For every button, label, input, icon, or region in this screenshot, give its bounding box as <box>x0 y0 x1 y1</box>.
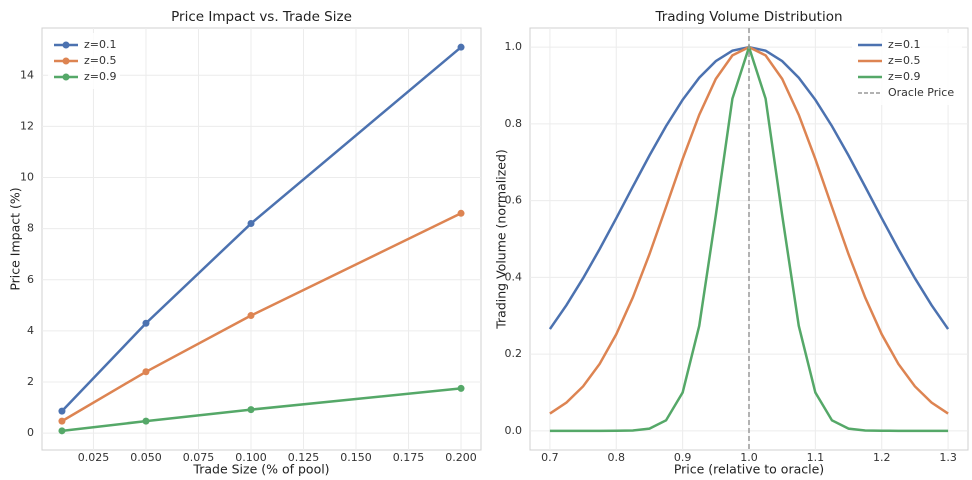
legend-label: z=0.5 <box>84 54 116 67</box>
x-tick-label: 1.2 <box>873 451 891 464</box>
marker <box>247 220 255 228</box>
legend-label: z=0.9 <box>888 70 920 83</box>
x-tick-label: 0.025 <box>78 451 110 464</box>
y-tick-label: 0 <box>27 426 34 439</box>
y-tick-label: 0.4 <box>505 270 523 283</box>
y-tick-label: 12 <box>20 119 34 132</box>
legend-box <box>852 33 962 105</box>
chart: Price Impact vs. Trade Size Trade Size (%… <box>8 9 482 477</box>
x-tick-label: 0.200 <box>445 451 477 464</box>
marker <box>142 368 150 376</box>
marker <box>58 417 66 425</box>
y-tick-label: 8 <box>27 222 34 235</box>
marker <box>457 384 465 392</box>
plot-area <box>41 27 482 451</box>
y-tick-label: 0.6 <box>505 194 523 207</box>
x-tick-label: 1.0 <box>740 451 758 464</box>
x-tick-label: 0.9 <box>674 451 692 464</box>
legend: z=0.1 z=0.5 z=0.9 Oracle Price <box>852 33 962 105</box>
x-axis-label: Price (relative to oracle) <box>674 462 824 477</box>
chart-title: Trading Volume Distribution <box>654 9 842 25</box>
x-tick-label: 0.8 <box>608 451 626 464</box>
chart: Trading Volume Distribution Price (relati… <box>494 9 969 477</box>
legend-marker <box>62 73 70 81</box>
legend-label: z=0.5 <box>888 54 920 67</box>
y-tick-label: 14 <box>20 68 34 81</box>
marker <box>142 417 150 425</box>
marker <box>58 407 66 415</box>
marker <box>142 319 150 327</box>
x-tick-label: 0.075 <box>183 451 215 464</box>
x-tick-label: 0.100 <box>235 451 267 464</box>
y-tick-label: 10 <box>20 171 34 184</box>
y-tick-label: 1.0 <box>505 40 523 53</box>
legend-label: Oracle Price <box>888 86 954 99</box>
x-tick-label: 0.7 <box>541 451 559 464</box>
marker <box>247 312 255 320</box>
x-tick-label: 1.3 <box>939 451 957 464</box>
legend-label: z=0.1 <box>84 38 116 51</box>
legend-marker <box>62 57 70 65</box>
x-axis-label: Trade Size (% of pool) <box>192 462 329 477</box>
series-line <box>61 387 462 433</box>
series-line <box>61 212 462 423</box>
legend-label: z=0.1 <box>888 38 920 51</box>
legend: z=0.1 z=0.5 z=0.9 <box>48 33 120 89</box>
chart-title: Price Impact vs. Trade Size <box>171 9 352 25</box>
x-tick-label: 1.1 <box>807 451 825 464</box>
y-axis-label: Price Impact (%) <box>8 187 23 290</box>
y-tick-label: 0.8 <box>505 117 523 130</box>
series-line <box>61 46 462 413</box>
y-tick-label: 2 <box>27 375 34 388</box>
marker <box>457 43 465 51</box>
y-tick-label: 0.0 <box>505 424 523 437</box>
x-tick-label: 0.050 <box>130 451 162 464</box>
y-tick-label: 0.2 <box>505 347 523 360</box>
marker <box>58 427 66 435</box>
marker <box>457 209 465 217</box>
x-tick-label: 0.150 <box>340 451 372 464</box>
legend-marker <box>62 41 70 49</box>
y-tick-label: 6 <box>27 273 34 286</box>
y-tick-label: 4 <box>27 324 34 337</box>
marker <box>247 406 255 414</box>
x-tick-label: 0.175 <box>393 451 425 464</box>
x-tick-label: 0.125 <box>288 451 320 464</box>
legend-label: z=0.9 <box>84 70 116 83</box>
y-axis-label: Trading Volume (normalized) <box>494 149 509 330</box>
